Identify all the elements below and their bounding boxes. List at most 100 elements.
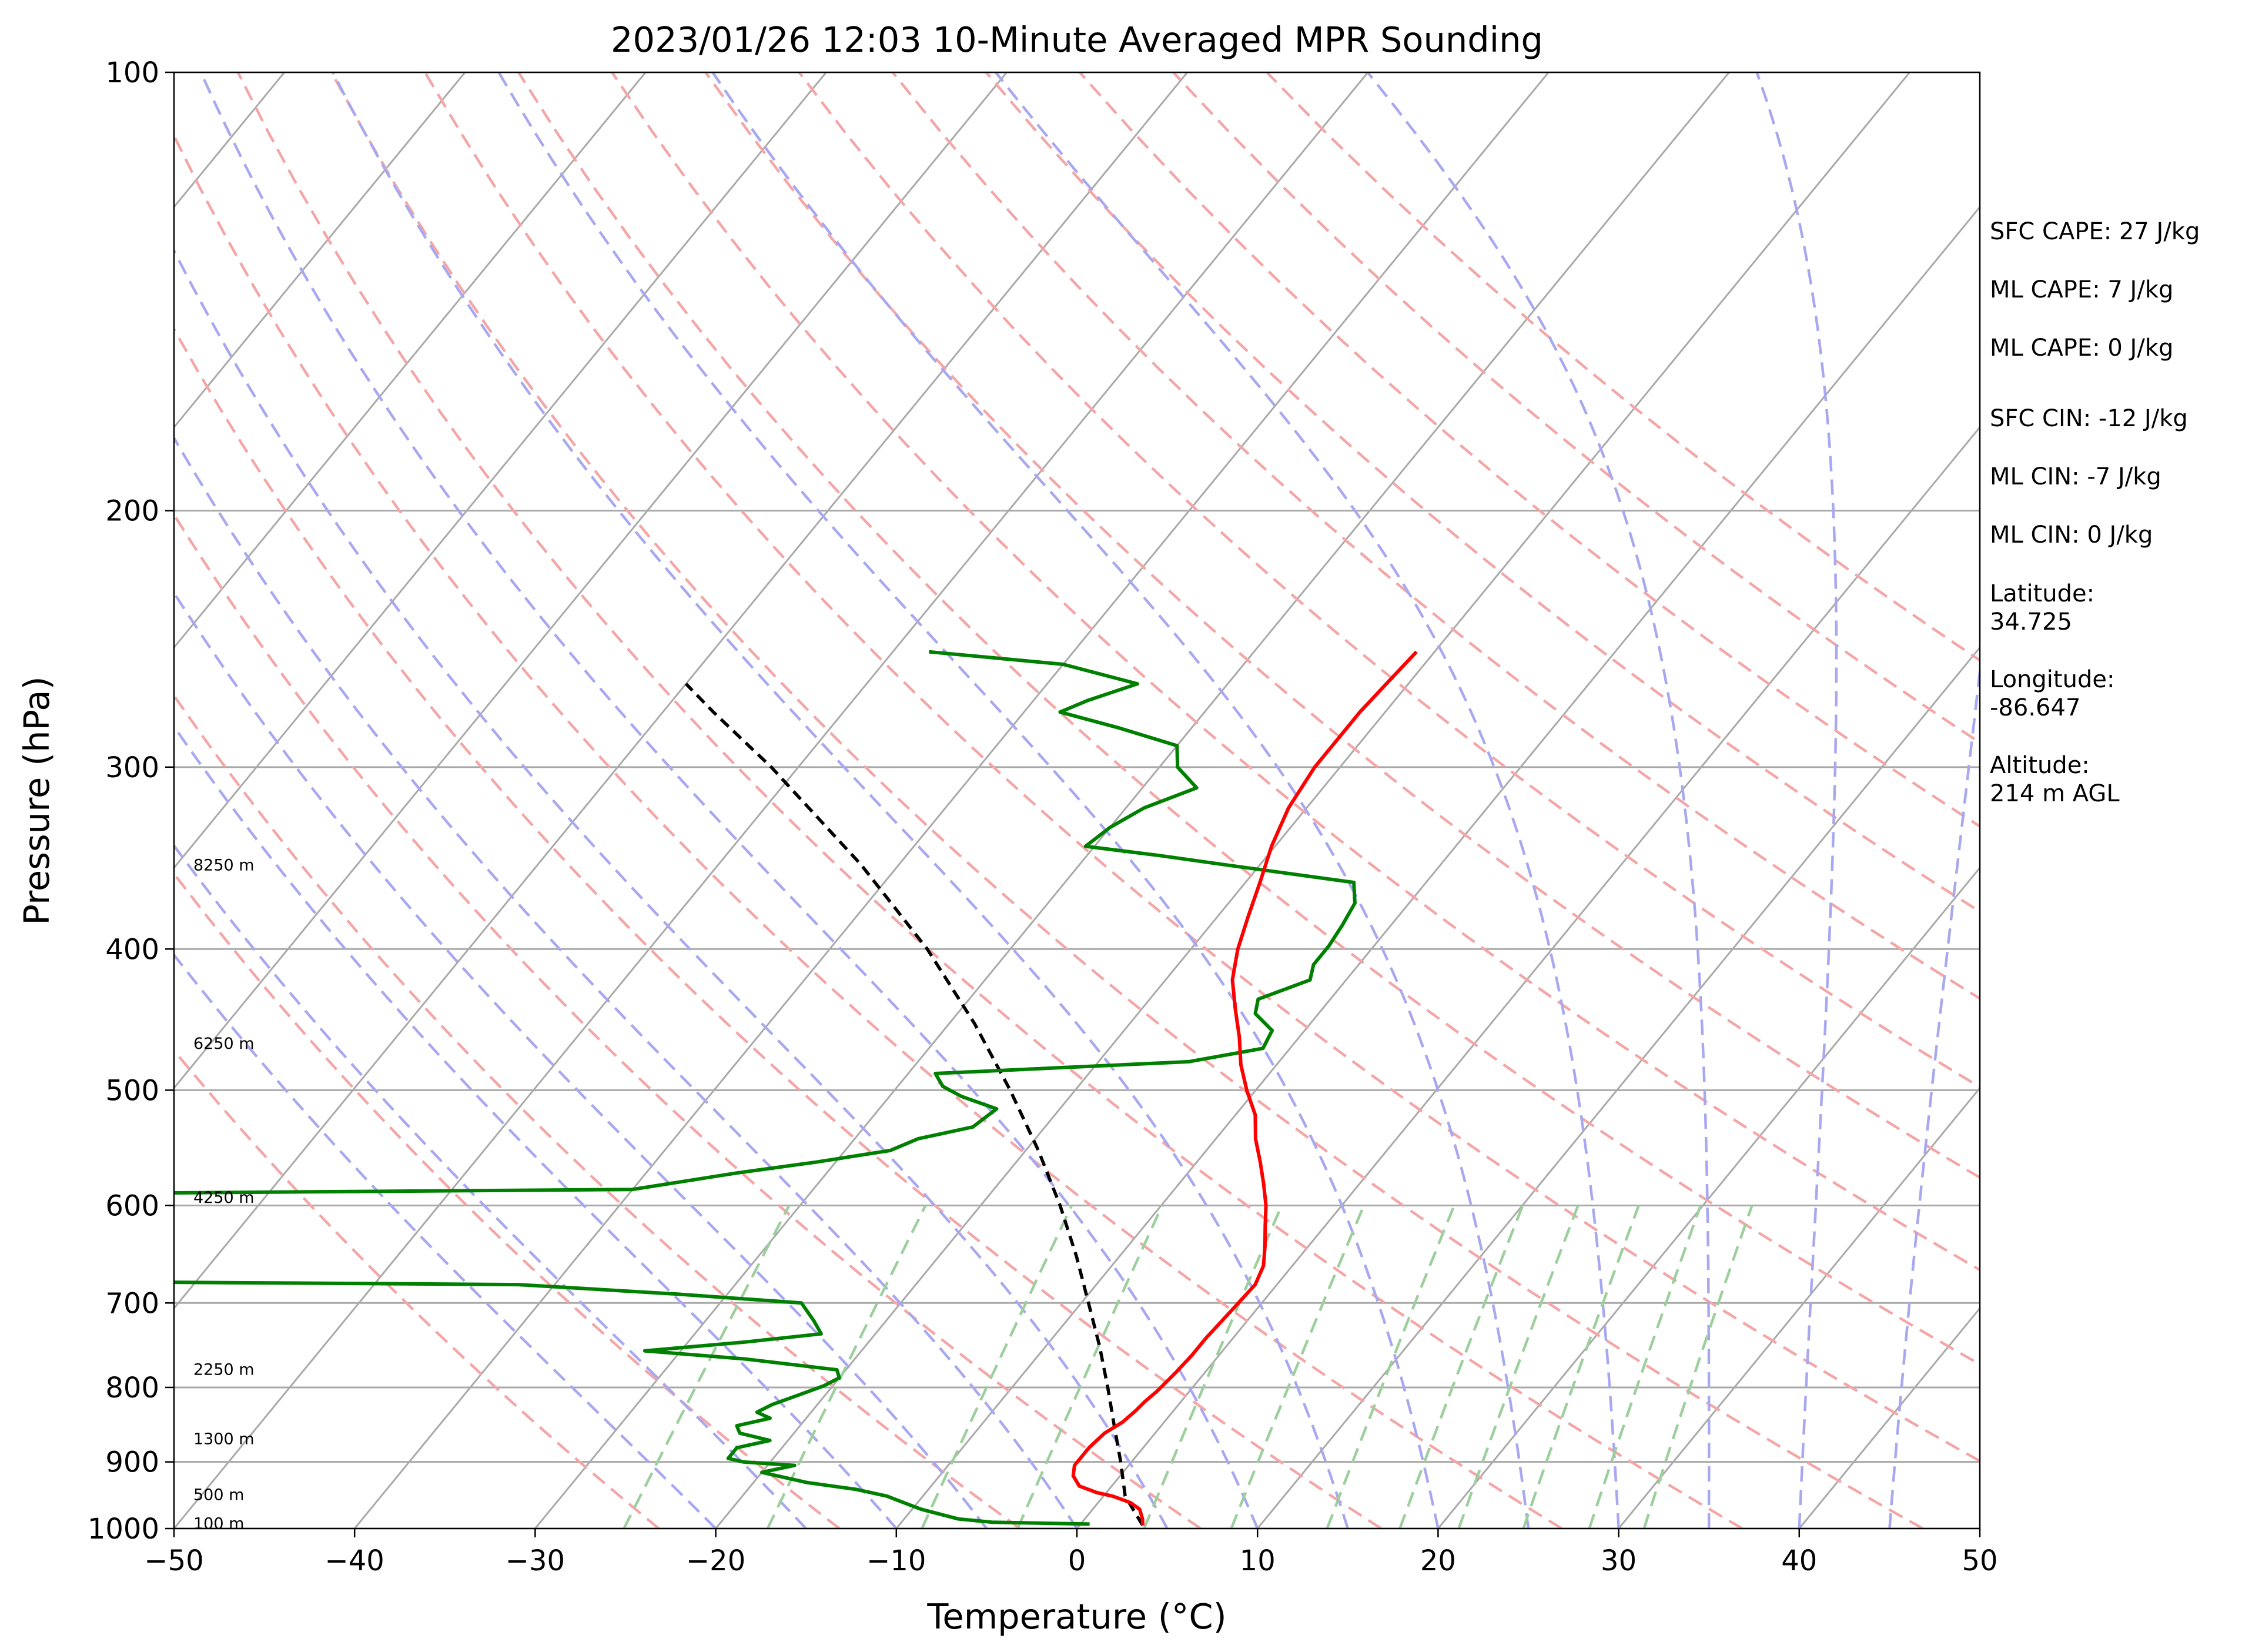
sfc-cape-text: SFC CAPE: 27 J/kg — [1990, 218, 2200, 245]
mixing-ratio-line — [1016, 1205, 1164, 1529]
ml-cin-text-secondary: ML CIN: 0 J/kg — [1990, 521, 2153, 549]
latitude-value: 34.725 — [1990, 608, 2072, 636]
dry-adiabat-line — [236, 72, 1744, 1529]
dry-adiabat-line — [174, 133, 1562, 1529]
ml-cape-text-secondary: ML CAPE: 0 J/kg — [1990, 335, 2174, 362]
moist-adiabat-line — [174, 435, 1078, 1529]
longitude-label: Longitude: — [1990, 666, 2115, 693]
dry-adiabat-line — [330, 72, 1924, 1529]
x-tick-label: −20 — [686, 1544, 745, 1577]
isotherm-gridline — [715, 72, 1910, 1529]
y-tick-label: 800 — [105, 1372, 159, 1404]
y-tick-label: 400 — [105, 933, 159, 966]
mixing-ratio-line — [1143, 1205, 1283, 1529]
isotherm-gridline — [174, 72, 827, 870]
mixing-ratio-line — [623, 1205, 791, 1529]
y-tick-label: 700 — [105, 1287, 159, 1320]
height-label: 1300 m — [193, 1430, 255, 1448]
ml-cape-text: ML CAPE: 7 J/kg — [1990, 276, 2174, 303]
moist-adiabat-line — [995, 72, 1620, 1529]
dry-adiabat-line — [985, 72, 1980, 914]
x-tick-label: 0 — [1068, 1544, 1086, 1577]
x-tick-label: −40 — [325, 1544, 384, 1577]
moist-adiabat-line — [174, 843, 807, 1529]
moist-adiabat-line — [199, 72, 1259, 1529]
height-label: 2250 m — [193, 1361, 255, 1379]
isotherm-gridline — [1618, 1086, 1980, 1529]
y-tick-label: 100 — [105, 56, 159, 89]
isotherm-gridline — [174, 72, 466, 429]
x-tick-label: 30 — [1601, 1544, 1637, 1577]
x-tick-label: −30 — [506, 1544, 565, 1577]
altitude-label: Altitude: — [1990, 752, 2090, 779]
mixing-ratio-line — [1457, 1205, 1580, 1529]
y-tick-label: 200 — [105, 495, 159, 528]
height-label: 6250 m — [193, 1035, 255, 1053]
x-axis-ticks: −50 −40 −30 −20 −10 0 10 20 30 40 50 — [144, 1529, 1998, 1577]
mixing-ratio-line — [1588, 1205, 1702, 1529]
isotherm-gridline — [1257, 646, 1980, 1529]
height-label: 100 m — [193, 1514, 244, 1533]
x-tick-label: 10 — [1240, 1544, 1276, 1577]
mixing-ratio-line — [921, 1205, 1073, 1529]
dry-adiabat-line — [1079, 72, 1980, 828]
height-label: 500 m — [193, 1486, 244, 1504]
x-tick-label: −50 — [144, 1544, 203, 1577]
altitude-block: Altitude: 214 m AGL — [1990, 751, 2237, 808]
dry-adiabat-line — [174, 693, 1021, 1529]
temperature-profile-line — [1071, 650, 1418, 1526]
x-tick-label: 20 — [1420, 1544, 1456, 1577]
isotherm-gridline — [354, 72, 1550, 1529]
y-axis-ticks: 1000 900 800 700 600 500 400 300 200 100 — [88, 56, 174, 1546]
background-lines — [174, 72, 1980, 1529]
x-tick-label: 50 — [1962, 1544, 1997, 1577]
sounding-stats-panel: SFC CAPE: 27 J/kg ML CAPE: 7 J/kg ML CAP… — [1990, 218, 2237, 838]
height-labels: 100 m 500 m 1300 m 2250 m 4250 m 6250 m 8250 m — [193, 857, 255, 1533]
mixing-ratio-line — [1326, 1205, 1455, 1529]
mixing-ratio-line — [766, 1205, 927, 1529]
moist-adiabat-line — [711, 72, 1530, 1529]
height-label: 4250 m — [193, 1189, 255, 1207]
altitude-value: 214 m AGL — [1990, 780, 2120, 807]
height-label: 8250 m — [193, 857, 255, 875]
dry-adiabat-line — [423, 72, 1980, 1463]
mixing-ratio-line — [1522, 1205, 1640, 1529]
moist-adiabat-line — [174, 724, 898, 1529]
moist-adiabat-line — [1888, 660, 1980, 1529]
latitude-block: Latitude: 34.725 — [1990, 580, 2237, 636]
longitude-value: -86.647 — [1990, 694, 2081, 721]
isotherm-gridline — [174, 72, 1369, 1529]
moist-adiabat-line — [174, 952, 717, 1529]
dewpoint-profile-line — [174, 650, 1357, 1526]
moist-adiabat-line — [1755, 72, 1838, 1529]
moist-adiabat-line — [174, 248, 1169, 1529]
isotherm-gridline — [174, 72, 1008, 1090]
dry-adiabat-line — [891, 72, 1980, 1001]
ml-cin-text: ML CIN: -7 J/kg — [1990, 463, 2161, 490]
x-tick-label: 40 — [1781, 1544, 1817, 1577]
latitude-label: Latitude: — [1990, 580, 2095, 607]
y-tick-label: 300 — [105, 751, 159, 784]
isotherm-gridline — [895, 205, 1980, 1529]
dry-adiabat-line — [704, 72, 1980, 1179]
chart-title: 2023/01/26 12:03 10-Minute Averaged MPR … — [611, 19, 1543, 60]
dry-adiabat-line — [517, 72, 1980, 1366]
longitude-block: Longitude: -86.647 — [1990, 666, 2237, 722]
dry-adiabat-line — [611, 72, 1980, 1272]
isotherm-gridline — [174, 72, 647, 649]
y-tick-label: 600 — [105, 1189, 159, 1222]
isotherm-gridline — [174, 72, 1189, 1310]
data-lines — [174, 650, 1418, 1527]
y-tick-label: 1000 — [88, 1513, 159, 1546]
x-axis-label: Temperature (°C) — [926, 1596, 1226, 1637]
parcel-path-line — [685, 683, 1145, 1527]
dry-adiabat-line — [174, 326, 1382, 1529]
y-tick-label: 500 — [105, 1074, 159, 1107]
dry-adiabat-line — [1172, 72, 1980, 744]
dry-adiabat-line — [174, 1048, 660, 1529]
y-tick-label: 900 — [105, 1446, 159, 1479]
x-tick-label: −10 — [866, 1544, 926, 1577]
mixing-ratio-line — [1230, 1205, 1366, 1529]
dry-adiabat-line — [174, 871, 841, 1529]
